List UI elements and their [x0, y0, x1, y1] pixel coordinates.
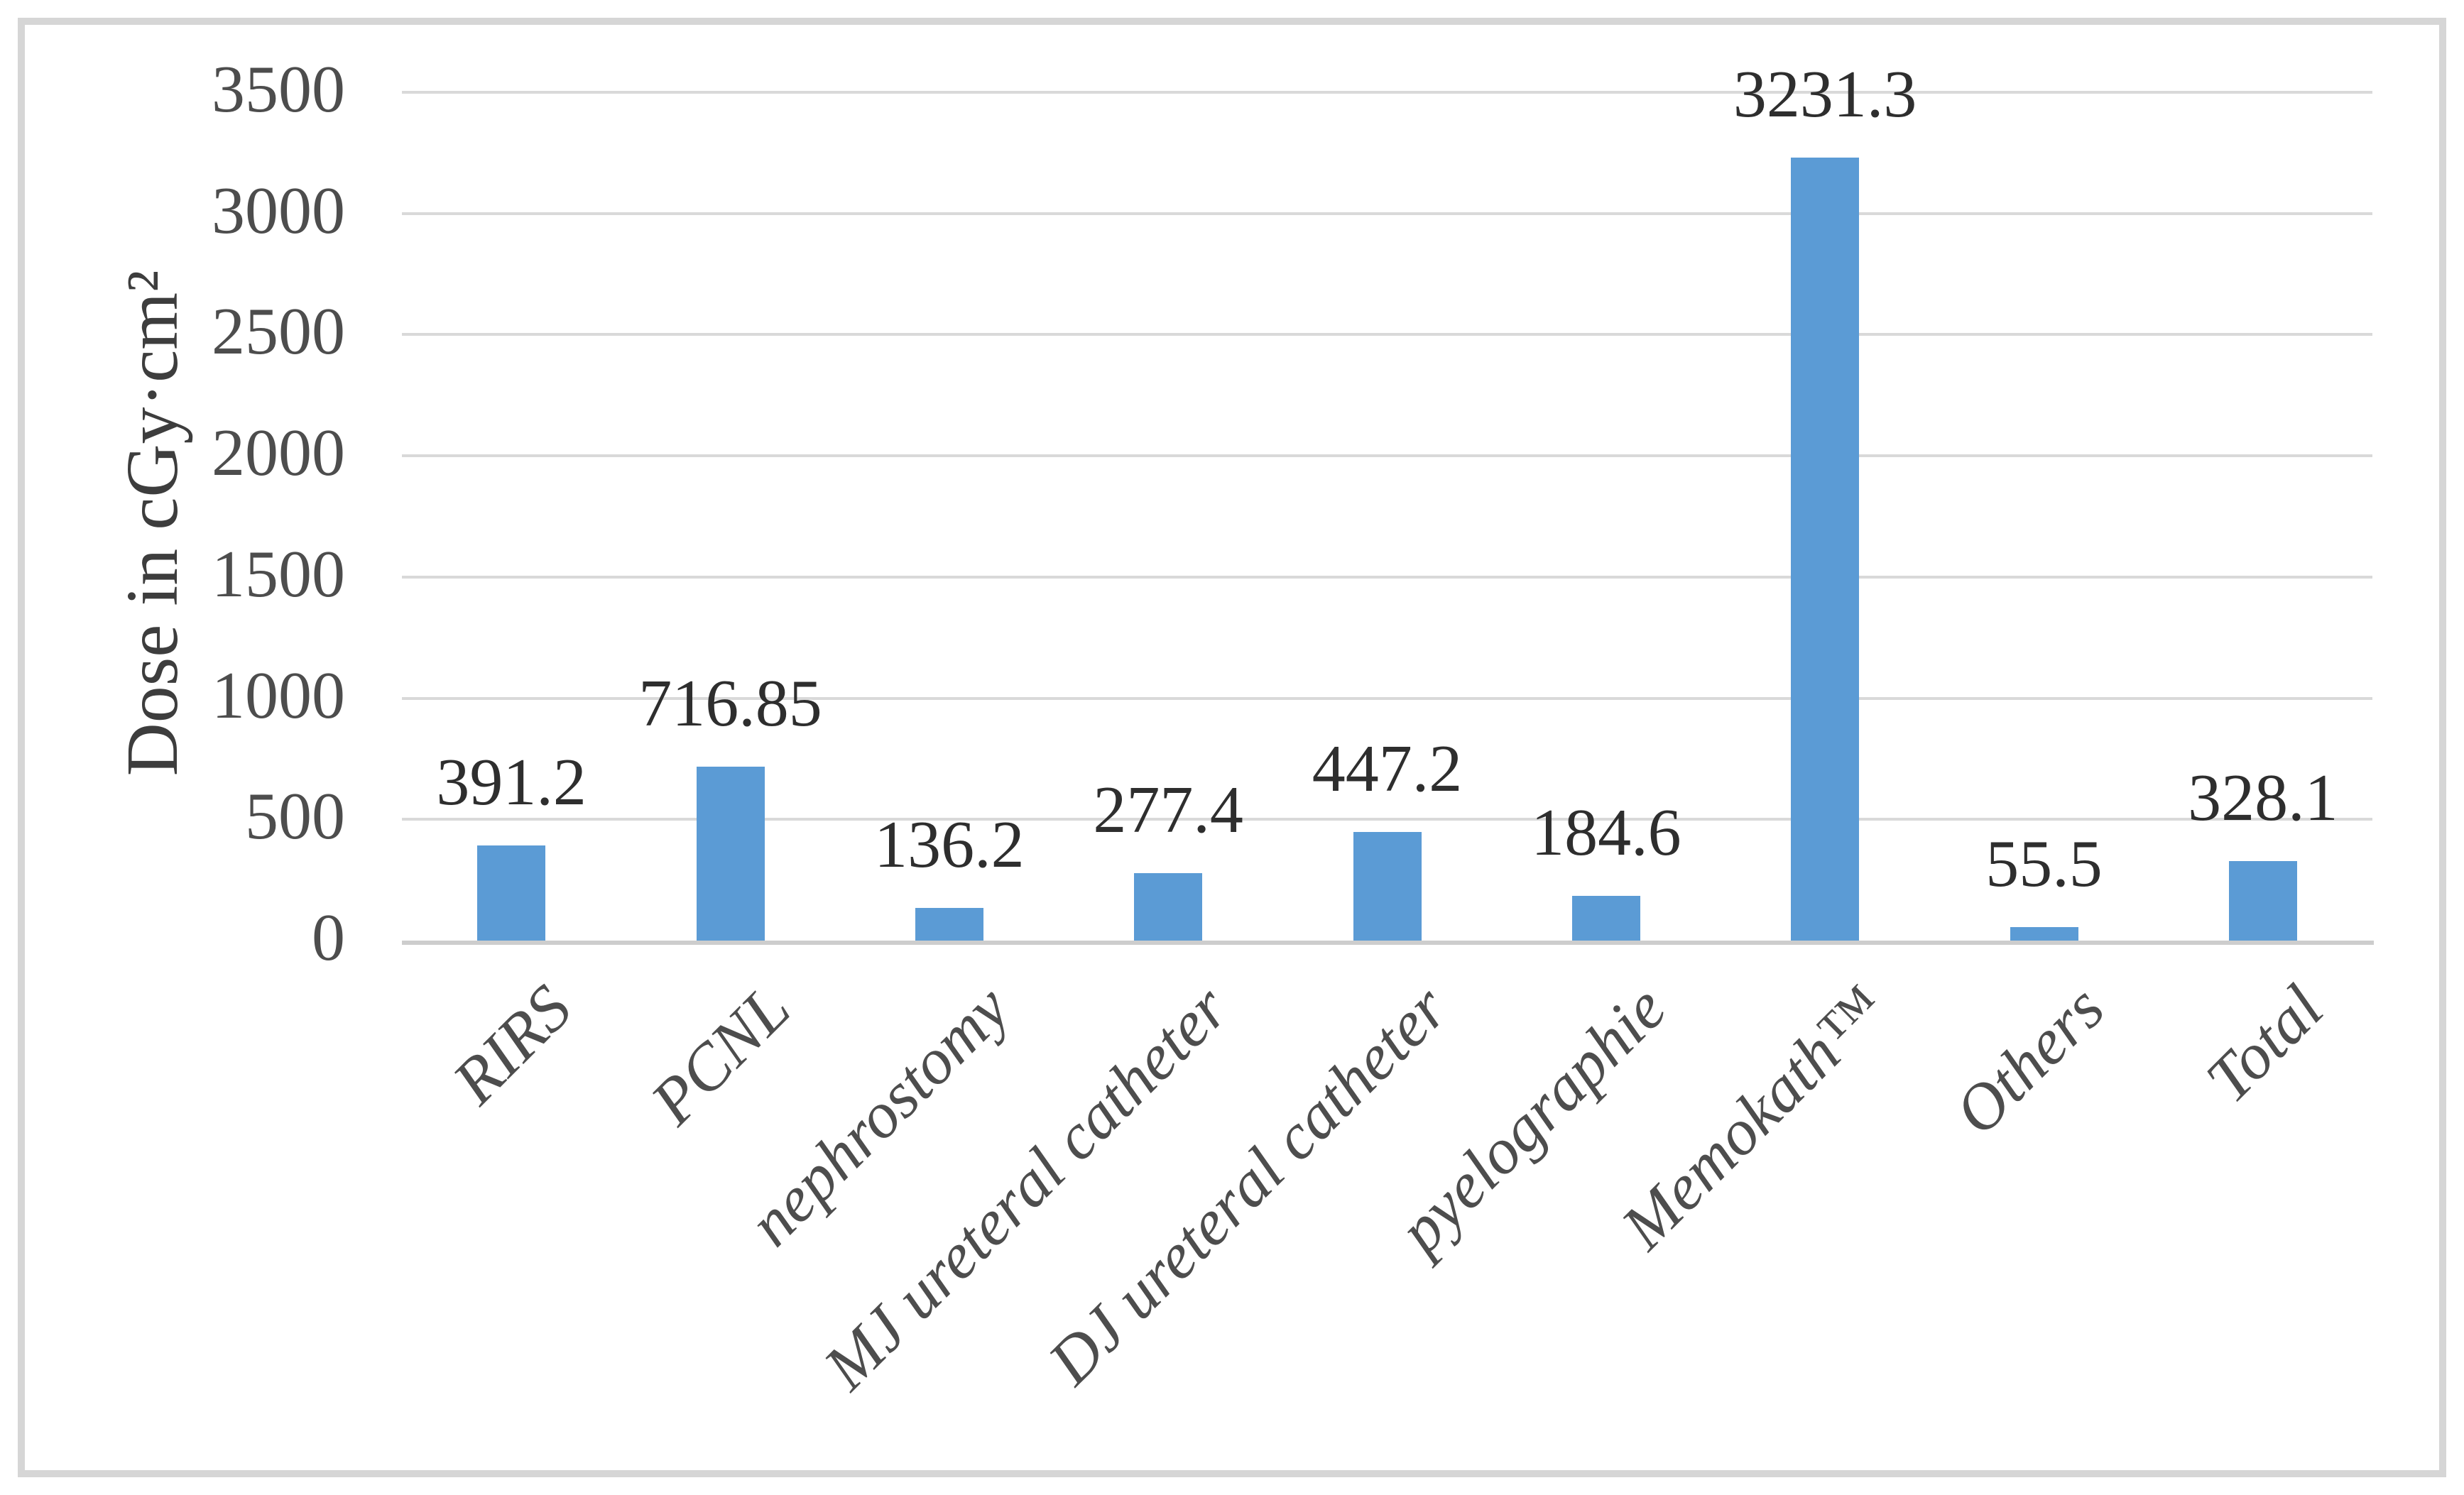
bar-value-label: 136.2	[874, 807, 1025, 882]
y-tick-label: 1000	[212, 658, 345, 733]
y-tick-label: 0	[312, 901, 345, 975]
gridline	[402, 818, 2372, 821]
y-tick-label: 2500	[212, 295, 345, 369]
y-tick-label: 1500	[212, 537, 345, 612]
y-tick-label: 3000	[212, 173, 345, 248]
bar-value-label: 3231.3	[1733, 57, 1917, 131]
bar-value-label: 184.6	[1531, 795, 1681, 870]
bar-value-label: 55.5	[1985, 827, 2103, 902]
bar	[1353, 832, 1422, 941]
bar	[1134, 873, 1203, 941]
y-tick-label: 3500	[212, 53, 345, 127]
bar	[1571, 895, 1640, 941]
bar-value-label: 391.2	[436, 745, 587, 820]
chart-border-frame	[18, 18, 2446, 1477]
gridline	[402, 696, 2372, 700]
bar	[1791, 157, 1860, 941]
x-axis-line	[402, 941, 2374, 945]
bar	[2010, 927, 2078, 941]
gridline	[402, 575, 2372, 579]
bar-value-label: 447.2	[1312, 732, 1463, 806]
plot-area: 391.2 716.85 136.2 277.4 447.2 184.6 3231.3 55.…	[402, 61, 2372, 941]
bar	[477, 845, 546, 941]
bar	[915, 907, 983, 941]
gridline	[402, 333, 2372, 336]
bar	[696, 767, 765, 941]
bar-value-label: 716.85	[638, 667, 822, 741]
bar-value-label: 328.1	[2188, 760, 2338, 835]
y-tick-label: 500	[245, 779, 345, 854]
gridline	[402, 91, 2372, 94]
y-tick-label: 2000	[212, 416, 345, 491]
bar	[2228, 860, 2297, 941]
bar-value-label: 277.4	[1093, 773, 1243, 848]
gridline	[402, 212, 2372, 215]
gridline	[402, 454, 2372, 458]
